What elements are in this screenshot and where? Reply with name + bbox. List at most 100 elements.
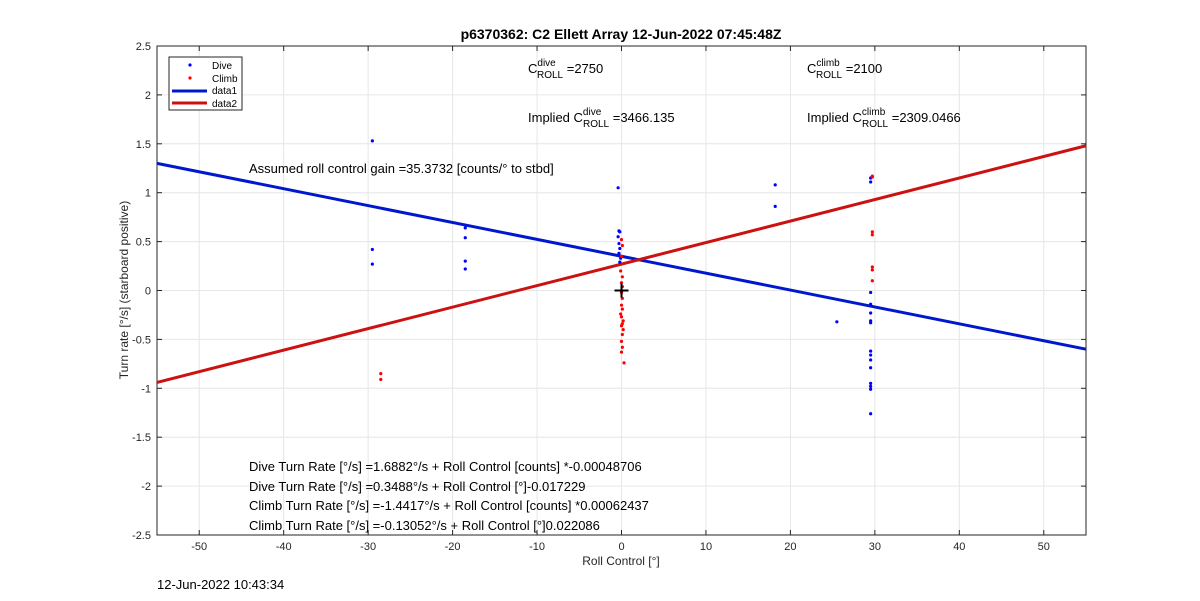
x-tick-label: 40 xyxy=(953,541,965,553)
center-marker xyxy=(614,283,629,298)
data-point-dive xyxy=(618,246,622,251)
data-point-climb xyxy=(619,254,624,258)
c-roll-climb-annotation: Cclimb ROLL =2100 xyxy=(807,58,882,81)
x-tick-label: -10 xyxy=(529,541,545,553)
x-tick-label: 50 xyxy=(1038,541,1050,553)
data-point-climb xyxy=(620,332,624,337)
y-tick-label: -1.5 xyxy=(132,432,151,444)
y-tick-label: 0.5 xyxy=(136,237,151,249)
x-tick-label: -30 xyxy=(360,541,376,553)
y-tick-label: 0 xyxy=(145,286,151,298)
data-point-dive xyxy=(617,251,621,255)
data-point-dive xyxy=(463,236,467,240)
x-tick-label: -20 xyxy=(445,541,461,553)
data-point-dive xyxy=(463,259,467,263)
data-point-dive xyxy=(869,311,873,315)
legend-dive-marker xyxy=(188,63,192,67)
data-point-climb xyxy=(622,361,626,365)
data-point-dive xyxy=(869,180,873,184)
data-point-climb xyxy=(620,345,624,349)
fit-equation-2: Dive Turn Rate [°/s] =0.3488°/s + Roll C… xyxy=(249,479,585,494)
y-tick-label: 1.5 xyxy=(136,139,151,151)
data-point-climb xyxy=(619,324,624,328)
data-point-dive xyxy=(616,235,620,239)
x-tick-label: 30 xyxy=(869,541,881,553)
y-tick-label: -2 xyxy=(141,481,151,493)
implied-climb-annotation: Implied Cclimb ROLL =2309.0466 xyxy=(807,107,961,130)
data-point-dive xyxy=(835,320,839,324)
data-point-dive xyxy=(869,412,873,416)
x-tick-label: 10 xyxy=(700,541,712,553)
implied-climb-value: =2309.0466 xyxy=(888,110,961,125)
implied-dive-sup: dive xyxy=(583,107,602,118)
data-point-climb xyxy=(870,230,874,234)
data-point-climb xyxy=(620,275,624,279)
x-tick-label: 20 xyxy=(784,541,796,553)
implied-dive-sub: ROLL xyxy=(583,119,610,130)
data-point-dive xyxy=(618,230,622,234)
implied-climb-sup: climb xyxy=(862,107,886,118)
legend-dive-label: Dive xyxy=(212,61,232,72)
data-point-climb xyxy=(870,265,874,269)
data-point-climb xyxy=(620,296,624,300)
data-point-climb xyxy=(379,372,383,376)
data-point-climb xyxy=(870,233,874,237)
data-point-dive xyxy=(869,353,873,357)
y-tick-label: 2.5 xyxy=(136,41,151,53)
data-point-climb xyxy=(620,307,624,311)
y-tick-label: 2 xyxy=(145,90,151,102)
x-axis-label: Roll Control [°] xyxy=(582,554,660,568)
c-roll-climb-symbol: C xyxy=(807,61,816,76)
data-point-climb xyxy=(619,238,624,242)
data-point-dive xyxy=(869,384,873,388)
data-point-climb xyxy=(619,303,624,307)
legend-box xyxy=(168,56,243,111)
legend: Dive Climb data1 data2 xyxy=(168,56,243,111)
c-roll-dive-sup: dive xyxy=(537,58,556,69)
y-tick-label: -0.5 xyxy=(132,334,151,346)
data-point-climb xyxy=(619,339,624,343)
data-point-climb xyxy=(620,243,624,248)
fit-equation-1: Dive Turn Rate [°/s] =1.6882°/s + Roll C… xyxy=(249,459,642,474)
data-point-dive xyxy=(370,262,374,266)
data-point-dive xyxy=(869,302,873,306)
legend-data1-label: data1 xyxy=(212,86,237,97)
implied-climb-prefix: Implied C xyxy=(807,110,862,125)
data-point-dive xyxy=(773,183,777,187)
data-point-dive xyxy=(463,267,467,271)
data-point-climb xyxy=(619,312,623,316)
data-point-climb xyxy=(619,281,624,285)
data-point-dive xyxy=(869,358,873,362)
implied-dive-value: =3466.135 xyxy=(609,110,674,125)
data-point-dive xyxy=(869,321,873,325)
chart-title: p6370362: C2 Ellett Array 12-Jun-2022 07… xyxy=(461,26,782,42)
x-tick-label: -40 xyxy=(276,541,292,553)
c-roll-dive-annotation: Cdive ROLL =2750 xyxy=(528,58,603,81)
y-axis-label: Turn rate [°/s] (starboard positive) xyxy=(117,201,131,379)
footer-timestamp: 12-Jun-2022 10:43:34 xyxy=(157,577,285,592)
data-point-climb xyxy=(870,279,874,283)
data-point-dive xyxy=(869,381,873,386)
data-point-dive xyxy=(617,241,621,246)
data-points xyxy=(370,139,874,416)
data-point-climb xyxy=(619,269,623,273)
x-tick-label: -50 xyxy=(191,541,207,553)
legend-data2-label: data2 xyxy=(212,99,237,110)
data-point-climb xyxy=(870,175,874,179)
data-point-dive xyxy=(869,290,873,295)
data-point-dive xyxy=(616,186,620,190)
c-roll-dive-symbol: C xyxy=(528,61,537,76)
implied-dive-prefix: Implied C xyxy=(528,110,583,125)
assumed-gain-annotation: Assumed roll control gain =35.3732 [coun… xyxy=(249,161,554,176)
implied-climb-sub: ROLL xyxy=(862,119,889,130)
legend-climb-marker xyxy=(188,76,192,80)
c-roll-dive-sub: ROLL xyxy=(537,70,564,81)
c-roll-climb-value: =2100 xyxy=(842,61,882,76)
data-point-dive xyxy=(869,349,873,353)
x-axis-ticks: -50 -40 -30 -20 -10 0 10 20 30 40 50 xyxy=(191,46,1050,553)
data-point-climb xyxy=(621,328,625,332)
implied-dive-annotation: Implied Cdive ROLL =3466.135 xyxy=(528,107,675,130)
data-point-dive xyxy=(370,247,374,252)
data-point-climb xyxy=(621,319,625,323)
